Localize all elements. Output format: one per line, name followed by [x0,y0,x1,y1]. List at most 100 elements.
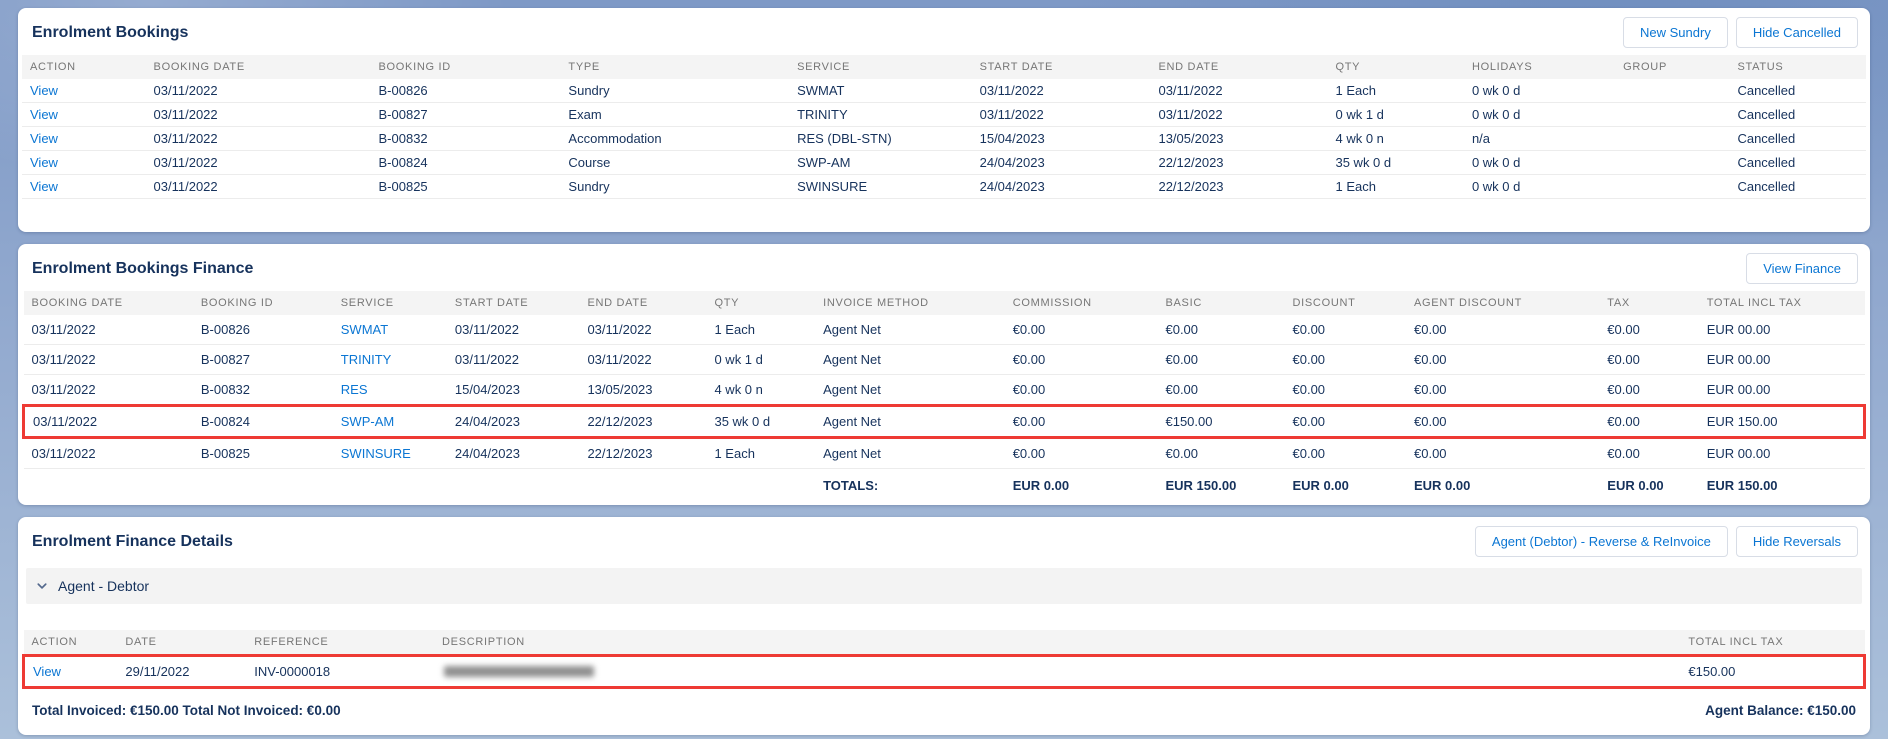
service-link-container: SWP-AM [332,404,447,439]
column-header: SERVICE [789,55,972,79]
discount-cell: €0.00 [1284,344,1406,375]
totals-row: TOTALS: EUR 0.00 EUR 150.00 EUR 0.00 EUR 0.0… [24,469,1865,501]
invoice-method-cell: Agent Net [815,344,1005,375]
qty-cell [706,469,815,501]
column-header: START DATE [971,55,1151,79]
column-header: ACTION [22,55,146,79]
booking-date-cell: 03/11/2022 [145,102,371,127]
table-row: View 03/11/2022 B-00832 Accommodation RES (D… [22,126,1866,151]
column-header: TOTAL INCL TAX [1680,630,1865,656]
start-date-cell: 24/04/2023 [971,150,1151,175]
qty-cell: 0 wk 1 d [1327,102,1464,127]
group-cell [1615,174,1730,199]
new-sundry-button[interactable]: New Sundry [1623,17,1728,48]
basic-cell: EUR 150.00 [1165,478,1237,493]
view-link[interactable]: View [30,179,58,194]
group-cell [1615,126,1730,151]
column-header: REFERENCE [246,630,435,656]
qty-cell: 4 wk 0 n [706,374,816,406]
view-finance-button[interactable]: View Finance [1746,253,1858,284]
column-header: STATUS [1729,55,1866,79]
total-incl-tax-cell: EUR 150.00 [1698,404,1866,439]
redacted-description [444,666,595,677]
start-date-cell: 03/11/2022 [971,102,1151,127]
holidays-cell: 0 wk 0 d [1463,79,1616,103]
service-link[interactable]: SWP-AM [340,414,395,429]
reverse-reinvoice-button[interactable]: Agent (Debtor) - Reverse & ReInvoice [1474,526,1728,557]
view-link[interactable]: View [30,107,58,122]
booking-date-cell: 03/11/2022 [23,315,193,345]
service-link-container: SWMAT [332,315,447,345]
column-header: AGENT DISCOUNT [1406,291,1600,315]
service-link[interactable]: RES [340,382,368,397]
table-row: View 03/11/2022 B-00824 Course SWP-AM 24/04/2… [22,150,1866,175]
commission-cell: €0.00 [1004,437,1158,469]
service-cell: TRINITY [789,102,972,127]
finance-table: BOOKING DATE BOOKING ID SERVICE START DATE E… [21,291,1866,501]
end-date-cell: 22/12/2023 [1150,150,1328,175]
column-header: DATE [117,630,247,656]
service-link[interactable]: SWMAT [340,322,389,337]
table-row: View 29/11/2022 INV-0000018 €150.00 [22,654,1867,689]
table-row: 03/11/2022 B-00825 SWINSURE 24/04/2023 22/12… [23,437,1865,469]
total-incl-tax-cell: EUR 00.00 [1698,374,1865,406]
enrolment-bookings-finance-card: Enrolment Bookings Finance View Finance … [18,244,1870,505]
view-link[interactable]: View [33,664,61,679]
basic-cell: €150.00 [1157,404,1285,439]
hide-reversals-button[interactable]: Hide Reversals [1735,526,1858,557]
details-summary: Total Invoiced: €150.00 Total Not Invoic… [22,689,1866,718]
view-link[interactable]: View [30,155,58,170]
discount-cell: €0.00 [1284,404,1406,439]
view-link-container: View [22,654,118,689]
group-cell [1615,79,1730,103]
booking-id-cell [193,469,333,501]
reference-cell: INV-0000018 [246,654,435,689]
table-row: View 03/11/2022 B-00826 Sundry SWMAT 03/11/20… [22,79,1866,103]
booking-date-cell: 03/11/2022 [145,150,371,175]
column-header: BOOKING DATE [145,55,371,79]
agent-debtor-group-toggle[interactable]: Agent - Debtor [26,568,1862,604]
view-link-container: View [22,150,146,175]
booking-id-cell: B-00825 [192,437,333,469]
agent-discount-cell: EUR 0.00 [1414,478,1471,493]
booking-id-cell: B-00826 [192,315,333,345]
column-header: QTY [706,291,816,315]
booking-id-cell: B-00824 [192,404,333,439]
total-incl-tax-cell: EUR 00.00 [1698,344,1865,375]
type-cell: Exam [560,102,790,127]
section-title-finance: Enrolment Bookings Finance [32,259,254,277]
column-header: TOTAL INCL TAX [1698,291,1865,315]
end-date-cell: 13/05/2023 [579,374,707,406]
status-cell: Cancelled [1729,150,1866,175]
qty-cell: 35 wk 0 d [706,404,816,439]
bookings-table: ACTION BOOKING DATE BOOKING ID TYPE SERVICE S… [22,55,1866,199]
service-link-container: SWINSURE [332,437,447,469]
details-spacer [22,604,1866,630]
qty-cell: 1 Each [706,437,816,469]
column-header: BASIC [1157,291,1285,315]
tax-cell: €0.00 [1599,315,1699,345]
hide-cancelled-button[interactable]: Hide Cancelled [1735,17,1858,48]
column-header: BOOKING DATE [23,291,193,315]
booking-date-cell: 03/11/2022 [145,174,371,199]
view-link[interactable]: View [30,131,58,146]
tax-cell: €0.00 [1599,344,1699,375]
view-link-container: View [22,126,146,151]
discount-cell: €0.00 [1284,437,1406,469]
commission-cell: €0.00 [1004,374,1158,406]
start-date-cell: 24/04/2023 [971,174,1151,199]
start-date-cell: 03/11/2022 [446,344,580,375]
service-link[interactable]: SWINSURE [340,446,411,461]
start-date-cell [447,469,580,501]
invoice-method-cell: Agent Net [815,374,1005,406]
finance-actions: View Finance [1746,253,1858,284]
page-title: Enrolment Bookings [32,23,189,41]
column-header: TAX [1599,291,1699,315]
service-link[interactable]: TRINITY [340,352,392,367]
qty-cell: 35 wk 0 d [1327,150,1464,175]
service-cell: SWINSURE [789,174,972,199]
view-link[interactable]: View [30,83,58,98]
end-date-cell: 13/05/2023 [1150,126,1328,151]
invoice-method-cell: Agent Net [815,404,1005,439]
booking-date-cell [24,469,193,501]
